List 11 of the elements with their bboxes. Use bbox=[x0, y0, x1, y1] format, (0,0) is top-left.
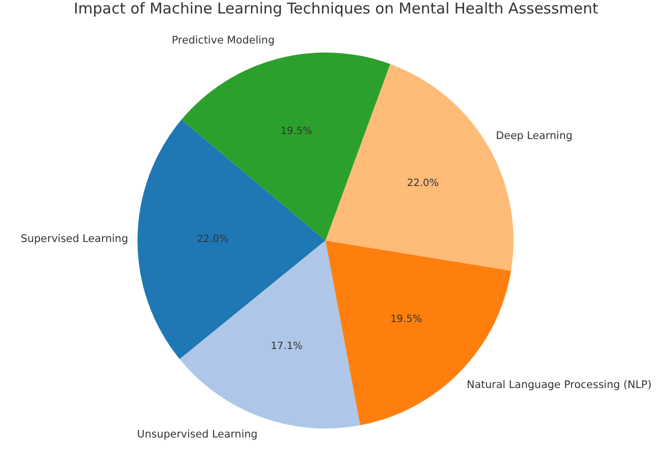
data-label: 19.5% bbox=[280, 126, 312, 138]
data-label: 19.5% bbox=[390, 314, 422, 325]
data-label: 22.0% bbox=[407, 178, 439, 190]
slice-label: Supervised Learning bbox=[20, 232, 128, 245]
data-label: 22.0% bbox=[196, 234, 229, 246]
chart-title: Impact of Machine Learning Techniques on Mental Health Assessment bbox=[74, 0, 598, 18]
slice-label: Predictive Modeling bbox=[172, 34, 275, 47]
slice-label: Unsupervised Learning bbox=[137, 428, 258, 441]
data-label: 17.1% bbox=[270, 340, 303, 352]
slice-label: Natural Language Processing (NLP) bbox=[466, 378, 652, 391]
slice-label: Deep Learning bbox=[496, 130, 573, 142]
